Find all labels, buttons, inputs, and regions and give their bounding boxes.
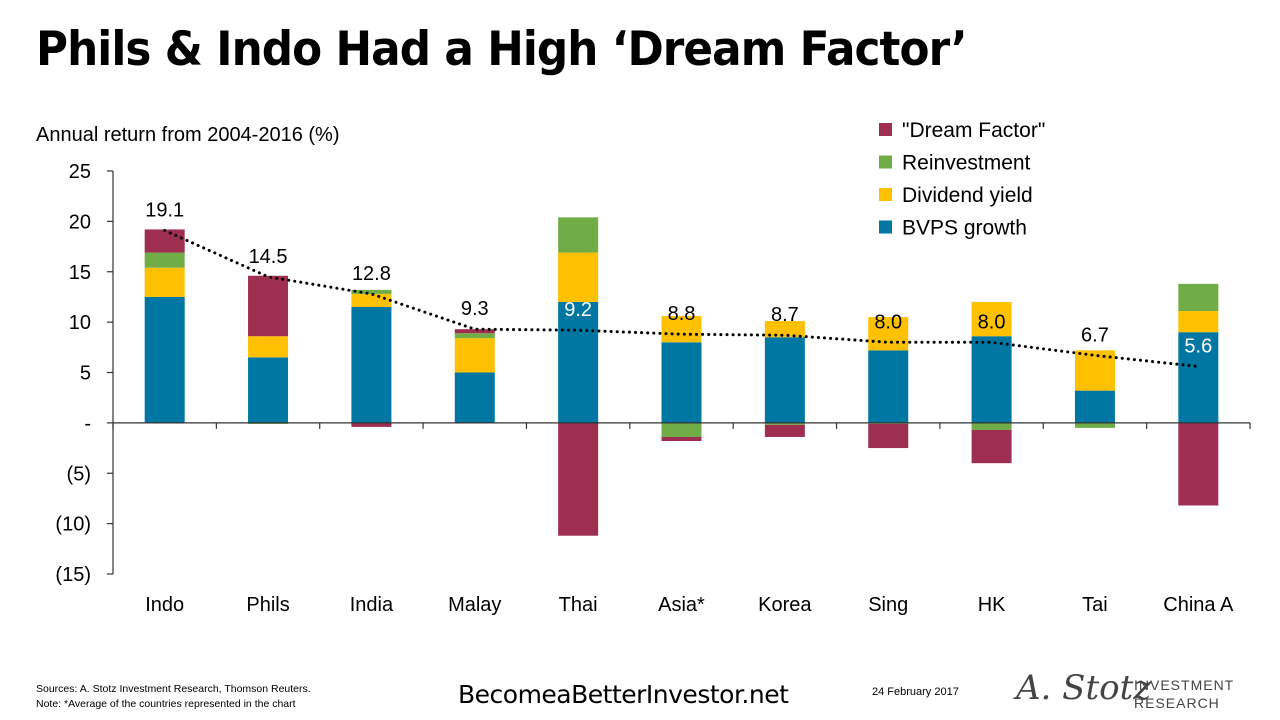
bar-segment-korea-3	[764, 424, 805, 437]
bar-segment-china-a-3	[1178, 422, 1219, 506]
legend-swatch	[879, 188, 892, 201]
bar-segment-tai-2	[1074, 422, 1115, 428]
bar-segment-phils-0	[248, 357, 289, 423]
logo-text: INVESTMENT RESEARCH	[1134, 676, 1234, 712]
y-tick-label: (5)	[67, 463, 91, 485]
date-text: 24 February 2017	[872, 686, 959, 698]
bar-segment-korea-0	[764, 337, 805, 423]
legend-swatch	[879, 220, 892, 234]
logo-line1: INVESTMENT	[1134, 677, 1235, 693]
legend-label: "Dream Factor"	[902, 119, 1045, 142]
total-data-label: 8.0	[978, 311, 1006, 333]
y-tick-label: (15)	[55, 564, 91, 586]
bar-segment-indo-1	[144, 267, 185, 297]
x-tick-label: Asia*	[658, 594, 705, 616]
bar-segment-phils-3	[248, 275, 289, 337]
legend-label: BVPS growth	[902, 217, 1027, 240]
bar-segment-tai-1	[1074, 350, 1115, 391]
total-data-label: 8.7	[771, 304, 799, 326]
bar-segment-sing-1	[868, 317, 909, 351]
bar-segment-malay-2	[454, 333, 495, 339]
bar-segment-thai-2	[558, 217, 599, 253]
bar-segment-india-1	[351, 293, 392, 308]
y-tick-label: (10)	[55, 514, 91, 536]
bar-segment-thai-0	[558, 301, 599, 423]
slide-title: Phils & Indo Had a High ‘Dream Factor’	[36, 22, 968, 77]
legend-swatch	[879, 155, 892, 169]
bar-segment-sing-3	[868, 423, 909, 449]
bar-segment-hk-3	[971, 429, 1012, 464]
bar-segment-india-3	[351, 422, 392, 427]
bar-segment-asia--2	[661, 422, 702, 437]
bar-segment-indo-0	[144, 296, 185, 423]
x-tick-label: HK	[978, 594, 1006, 616]
y-axis-label: Annual return from 2004-2016 (%)	[36, 124, 340, 146]
total-data-label: 8.0	[874, 311, 902, 333]
y-tick-label: 5	[80, 363, 91, 385]
bar-segment-malay-1	[454, 338, 495, 373]
note-text: Note: *Average of the countries represen…	[36, 698, 296, 710]
x-tick-label: Thai	[559, 594, 598, 616]
bar-segment-hk-2	[971, 422, 1012, 430]
x-tick-label: India	[350, 594, 394, 616]
total-data-label: 8.8	[668, 303, 696, 325]
sources-text: Sources: A. Stotz Investment Research, T…	[36, 683, 311, 695]
bar-segment-korea-1	[764, 321, 805, 338]
x-tick-label: Korea	[758, 594, 812, 616]
bar-segment-thai-3	[558, 422, 599, 536]
bar-segment-asia--1	[661, 316, 702, 343]
bar-segment-phils-1	[248, 336, 289, 358]
total-data-label: 12.8	[352, 263, 391, 285]
bar-segment-china-a-1	[1178, 311, 1219, 333]
bar-segment-malay-0	[454, 372, 495, 423]
x-tick-label: Phils	[246, 594, 289, 616]
bar-segment-hk-1	[971, 301, 1012, 337]
sources-note: Sources: A. Stotz Investment Research, T…	[36, 682, 311, 712]
x-tick-label: Sing	[868, 594, 908, 616]
total-data-label: 6.7	[1081, 324, 1109, 346]
bar-segment-china-a-0	[1178, 332, 1219, 423]
bar-segment-thai-1	[558, 252, 599, 302]
x-tick-label: Malay	[448, 594, 501, 616]
bar-segment-asia--3	[661, 436, 702, 442]
x-tick-label: China A	[1163, 594, 1234, 616]
bar-segment-malay-3	[454, 329, 495, 334]
legend-swatch	[879, 123, 892, 136]
bar-segment-china-a-2	[1178, 283, 1219, 312]
logo-line2: RESEARCH	[1134, 695, 1220, 711]
website-link[interactable]: BecomeaBetterInvestor.net	[458, 680, 789, 709]
x-tick-label: Indo	[145, 594, 184, 616]
y-tick-label: 10	[69, 312, 91, 334]
total-data-label: 14.5	[249, 246, 288, 268]
y-tick-label: -	[84, 413, 91, 435]
bar-segment-indo-3	[144, 229, 185, 253]
bar-segment-india-0	[351, 307, 392, 423]
x-tick-label: Tai	[1082, 594, 1108, 616]
total-data-label: 9.2	[564, 299, 592, 321]
y-tick-label: 20	[69, 211, 91, 233]
total-data-label: 5.6	[1184, 335, 1212, 357]
bar-segment-india-2	[351, 289, 392, 294]
y-tick-label: 15	[69, 262, 91, 284]
total-data-label: 19.1	[145, 199, 184, 221]
y-tick-label: 25	[69, 161, 91, 183]
bar-segment-asia--0	[661, 342, 702, 423]
bar-segment-korea-2	[764, 422, 805, 425]
bar-segment-hk-0	[971, 336, 1012, 423]
total-return-dotted-line	[163, 228, 1200, 368]
logo-signature: A. Stotz	[1016, 668, 1152, 708]
total-data-label: 9.3	[461, 298, 489, 320]
legend-label: Reinvestment	[902, 152, 1031, 175]
bar-segment-sing-0	[868, 350, 909, 423]
legend-label: Dividend yield	[902, 184, 1033, 207]
bar-segment-tai-0	[1074, 390, 1115, 423]
bar-segment-indo-2	[144, 252, 185, 268]
